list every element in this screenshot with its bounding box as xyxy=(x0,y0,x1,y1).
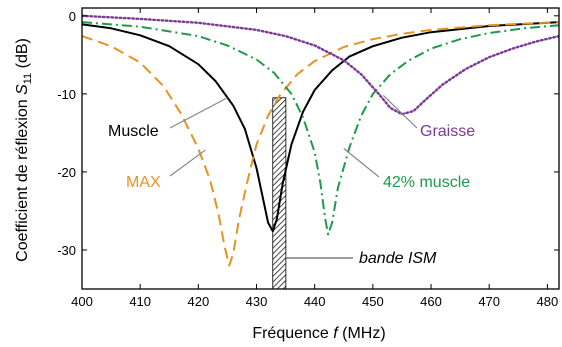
series-line-42-muscle xyxy=(82,21,559,236)
annotation-max: MAX xyxy=(126,174,161,191)
x-axis-label: Fréquence f (MHz) xyxy=(252,325,385,342)
annotation-graisse: Graisse xyxy=(420,123,475,140)
annotation-muscle: Muscle xyxy=(108,123,159,140)
x-tick-label: 460 xyxy=(420,294,442,309)
ism-band-layer xyxy=(272,97,287,290)
x-tick-label: 470 xyxy=(478,294,500,309)
y-axis-label-prefix: Coefficient de réflexion xyxy=(14,95,31,262)
x-tick-label: 480 xyxy=(537,294,559,309)
ism-band xyxy=(272,97,287,290)
y-axis-label-var: S xyxy=(14,84,31,95)
y-axis-label-sub: 11 xyxy=(22,73,34,84)
leader-42-muscle xyxy=(343,148,380,178)
y-axis-label-suffix: (dB) xyxy=(14,38,31,73)
x-tick-label: 450 xyxy=(362,294,384,309)
leader-muscle xyxy=(169,97,228,129)
x-tick-label: 430 xyxy=(246,294,268,309)
series-layer xyxy=(82,14,559,267)
tick-layer: 400 410 420 430 440 450 460 470 480 0 -10 -20 -30 xyxy=(57,8,559,309)
x-axis-label-var: f xyxy=(333,325,339,342)
annotation-42-muscle: 42% muscle xyxy=(383,174,470,191)
y-axis-label: Coefficient de réflexion S11 (dB) xyxy=(14,38,34,262)
leader-graisse xyxy=(382,94,418,129)
y-tick-label: 0 xyxy=(69,9,76,24)
y-tick-label: -20 xyxy=(57,165,76,180)
x-axis-label-prefix: Fréquence xyxy=(252,325,333,342)
series-line-max xyxy=(82,21,559,267)
plot-frame xyxy=(81,7,560,290)
x-tick-label: 400 xyxy=(71,294,93,309)
x-tick-label: 440 xyxy=(304,294,326,309)
annotation-bande-ism: bande ISM xyxy=(359,250,437,267)
x-tick-label: 420 xyxy=(187,294,209,309)
leader-layer xyxy=(169,94,418,259)
series-line-muscle xyxy=(82,21,559,233)
y-tick-label: -10 xyxy=(57,87,76,102)
leader-max xyxy=(169,149,206,177)
x-tick-label: 410 xyxy=(129,294,151,309)
y-tick-label: -30 xyxy=(57,243,76,258)
x-axis-label-suffix: (MHz) xyxy=(338,325,386,342)
series-line-graisse xyxy=(82,14,559,116)
